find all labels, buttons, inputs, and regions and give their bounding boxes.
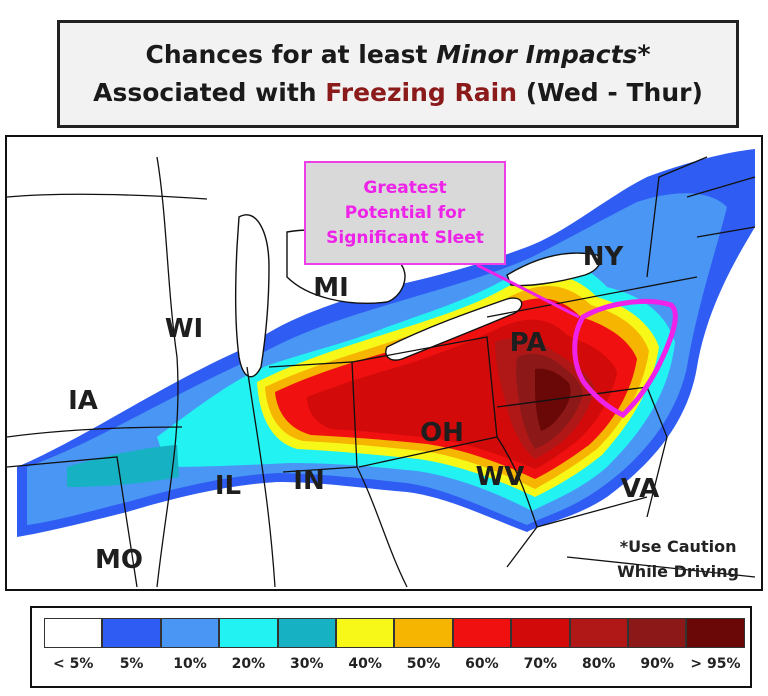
legend-label: > 95% xyxy=(690,656,741,672)
border-line xyxy=(496,436,538,568)
state-borders xyxy=(7,156,756,588)
title-freezing-rain: Freezing Rain xyxy=(325,78,518,107)
state-label-oh: OH xyxy=(420,418,464,448)
state-label-wi: WI xyxy=(164,314,204,344)
border-line xyxy=(156,156,179,588)
legend-swatch xyxy=(219,618,278,648)
border-line xyxy=(646,386,668,518)
legend-swatch xyxy=(452,618,512,648)
title-dates: (Wed - Thur) xyxy=(517,78,703,107)
shaded-probability-bands xyxy=(17,149,755,537)
caution-note: *Use Caution While Driving xyxy=(617,534,739,584)
legend-swatch xyxy=(394,618,453,648)
border-line xyxy=(536,496,648,528)
border-line xyxy=(686,176,756,198)
state-label-ia: IA xyxy=(68,386,98,416)
band-30 xyxy=(67,445,179,487)
state-label-mo: MO xyxy=(95,545,143,575)
legend-swatches xyxy=(44,618,745,648)
state-label-wv: WV xyxy=(475,462,525,492)
legend-label: 50% xyxy=(406,656,441,672)
title-line-2: Associated with Freezing Rain (Wed - Thu… xyxy=(93,74,703,112)
border-line xyxy=(486,276,698,318)
state-label-pa: PA xyxy=(509,328,547,358)
lake-erie xyxy=(385,297,523,361)
state-label-ny: NY xyxy=(582,242,624,272)
legend-swatch xyxy=(569,618,628,648)
callout-line: Significant Sleet xyxy=(326,227,484,248)
border-line xyxy=(496,386,648,408)
legend-label: 5% xyxy=(119,656,144,672)
title-text: Chances for at least xyxy=(145,40,437,69)
state-label-in: IN xyxy=(293,466,325,496)
title-text: Associated with xyxy=(93,78,326,107)
legend-label: 70% xyxy=(523,656,558,672)
border-line xyxy=(646,156,708,278)
sleet-outline xyxy=(572,298,678,419)
legend-label: 60% xyxy=(465,656,499,672)
legend-swatch xyxy=(627,618,687,648)
title-emphasis: Minor Impacts xyxy=(436,40,638,69)
legend-swatch xyxy=(44,618,103,648)
color-legend: < 5% 5% 10% 20% 30% 40% 50% 60% 70% 80% … xyxy=(30,606,752,688)
legend-label: 20% xyxy=(231,656,266,672)
lake-ontario xyxy=(506,252,601,287)
legend-label: 40% xyxy=(348,656,382,672)
callout-pointer xyxy=(476,263,580,319)
caution-line: *Use Caution xyxy=(619,537,737,556)
legend-swatch xyxy=(160,618,220,648)
border-line xyxy=(566,556,756,578)
state-label-il: IL xyxy=(214,471,242,501)
legend-swatch xyxy=(686,618,745,648)
lake-michigan xyxy=(235,214,270,378)
legend-label: 10% xyxy=(173,656,207,672)
border-line xyxy=(7,193,208,200)
title-asterisk: * xyxy=(637,40,651,69)
state-label-va: VA xyxy=(620,474,660,504)
caution-line: While Driving xyxy=(617,562,739,581)
border-line xyxy=(696,226,756,238)
legend-swatch xyxy=(102,618,161,648)
border-line xyxy=(7,426,183,438)
border-line xyxy=(246,366,276,588)
state-label-mi: MI xyxy=(313,273,349,303)
title-box: Chances for at least Minor Impacts* Asso… xyxy=(57,20,739,128)
sleet-callout: Greatest Potential for Significant Sleet xyxy=(304,161,506,265)
callout-line: Greatest xyxy=(363,177,447,198)
probability-map xyxy=(7,149,756,588)
border-line xyxy=(351,336,498,468)
legend-label: 30% xyxy=(290,656,324,672)
legend-label: 80% xyxy=(581,656,616,672)
legend-label: 90% xyxy=(640,656,674,672)
map-frame: NY MI WI PA IA OH IL IN WV VA MO Greates… xyxy=(5,135,763,591)
legend-label: < 5% xyxy=(53,656,94,672)
border-line xyxy=(356,466,408,588)
title-line-1: Chances for at least Minor Impacts* xyxy=(145,36,650,74)
border-line xyxy=(268,361,358,473)
legend-swatch xyxy=(335,618,395,648)
legend-swatch xyxy=(277,618,336,648)
border-line xyxy=(7,456,138,588)
callout-line: Potential for xyxy=(344,202,466,223)
legend-labels: < 5% 5% 10% 20% 30% 40% 50% 60% 70% 80% … xyxy=(44,656,745,672)
legend-swatch xyxy=(511,618,570,648)
